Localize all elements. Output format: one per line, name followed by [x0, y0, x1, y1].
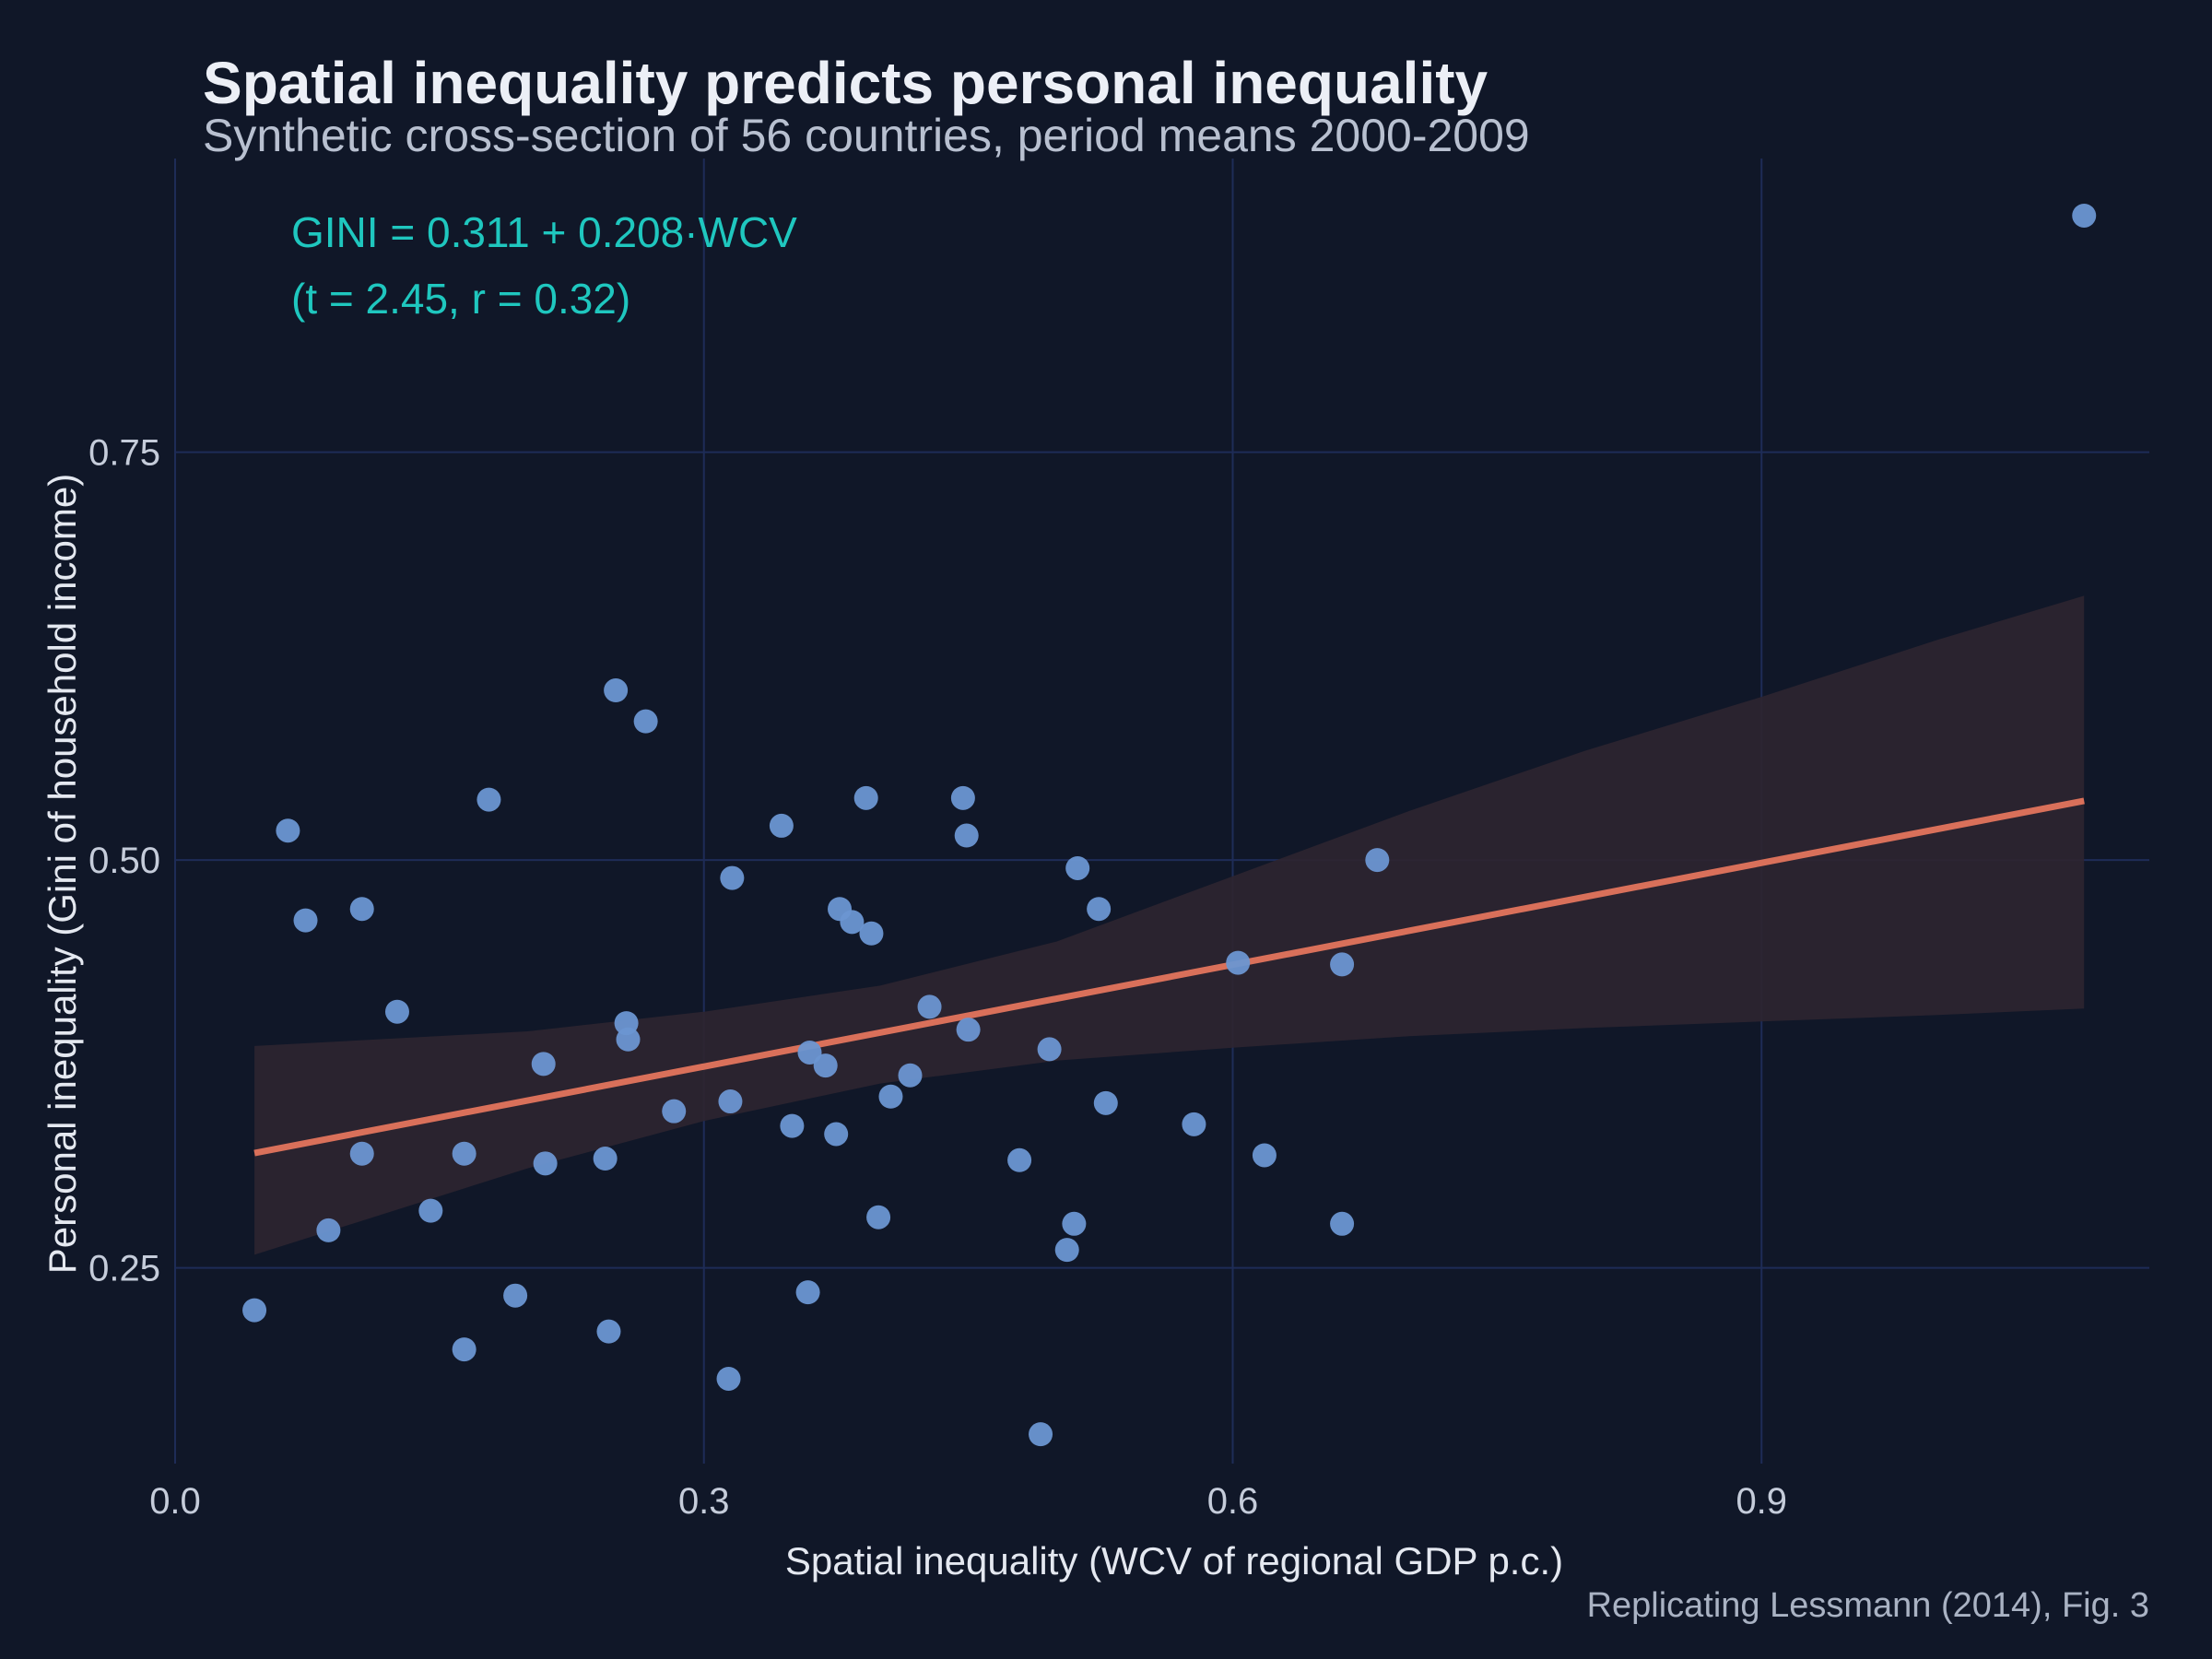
y-tick-label: 0.75	[88, 433, 160, 474]
data-point	[1029, 1422, 1053, 1447]
y-tick-label: 0.25	[88, 1249, 160, 1289]
chart-subtitle: Synthetic cross-section of 56 countries,…	[203, 110, 1530, 161]
data-point	[604, 678, 629, 703]
y-axis-ticks: 0.25 0.50 0.75	[88, 433, 160, 1289]
data-point	[797, 1040, 822, 1065]
data-point	[662, 1099, 687, 1124]
data-point	[853, 785, 878, 810]
data-point	[780, 1113, 805, 1138]
data-point	[1065, 855, 1090, 880]
confidence-band-layer	[254, 595, 2085, 1255]
confidence-band	[254, 595, 2085, 1255]
data-point	[349, 897, 374, 922]
x-tick-label: 0.3	[678, 1481, 730, 1522]
data-point	[840, 910, 865, 935]
data-point	[477, 787, 501, 812]
x-axis-ticks: 0.0 0.3 0.6 0.9	[149, 1481, 1787, 1522]
data-point	[633, 709, 658, 734]
data-point	[956, 1018, 981, 1042]
data-point	[593, 1147, 618, 1171]
regression-statistics: (t = 2.45, r = 0.32)	[291, 275, 630, 323]
data-point	[1093, 1090, 1118, 1115]
data-point	[276, 818, 300, 843]
data-point	[859, 921, 884, 946]
data-point	[349, 1141, 374, 1166]
data-point	[1226, 950, 1251, 975]
data-point	[878, 1084, 903, 1109]
fit-line-layer	[253, 797, 2085, 1157]
data-point	[533, 1151, 558, 1176]
data-point	[898, 1063, 923, 1088]
data-point	[452, 1141, 477, 1166]
data-point	[1365, 848, 1390, 873]
data-point	[2072, 203, 2097, 228]
data-points	[242, 203, 2097, 1447]
y-tick-label: 0.50	[88, 841, 160, 881]
data-point	[418, 1198, 443, 1223]
data-point	[1252, 1143, 1277, 1168]
data-point	[1182, 1112, 1206, 1136]
data-point	[824, 1122, 849, 1147]
data-point	[1062, 1211, 1087, 1236]
data-point	[316, 1218, 341, 1242]
data-point	[1330, 952, 1355, 977]
data-point	[1054, 1238, 1079, 1263]
data-point	[718, 1089, 743, 1114]
data-point	[917, 994, 942, 1019]
x-tick-label: 0.6	[1207, 1481, 1259, 1522]
data-point	[1007, 1147, 1032, 1172]
chart-title: Spatial inequality predicts personal ine…	[203, 50, 1488, 116]
x-tick-label: 0.9	[1735, 1481, 1787, 1522]
data-point	[242, 1298, 267, 1323]
data-point	[716, 1366, 741, 1391]
data-point	[769, 813, 794, 838]
y-axis-label: Personal inequality (Gini of household i…	[41, 474, 84, 1275]
data-point	[452, 1337, 477, 1362]
x-tick-label: 0.0	[149, 1481, 201, 1522]
data-point	[293, 908, 318, 933]
data-point	[813, 1053, 838, 1078]
data-point	[866, 1205, 891, 1230]
regression-line	[253, 797, 2085, 1157]
data-point	[954, 823, 979, 848]
data-point	[384, 999, 409, 1024]
data-point	[503, 1283, 528, 1308]
x-axis-label: Spatial inequality (WCV of regional GDP …	[785, 1539, 1563, 1583]
data-point	[616, 1027, 641, 1052]
data-point	[795, 1280, 820, 1305]
data-point	[1087, 897, 1112, 922]
data-point	[720, 865, 745, 890]
data-point	[950, 785, 975, 810]
chart-caption: Replicating Lessmann (2014), Fig. 3	[1587, 1586, 2149, 1625]
data-point	[596, 1319, 621, 1344]
data-point	[1037, 1037, 1062, 1062]
data-point	[1330, 1211, 1355, 1236]
regression-equation: GINI = 0.311 + 0.208·WCV	[291, 208, 797, 256]
data-point	[531, 1052, 556, 1077]
